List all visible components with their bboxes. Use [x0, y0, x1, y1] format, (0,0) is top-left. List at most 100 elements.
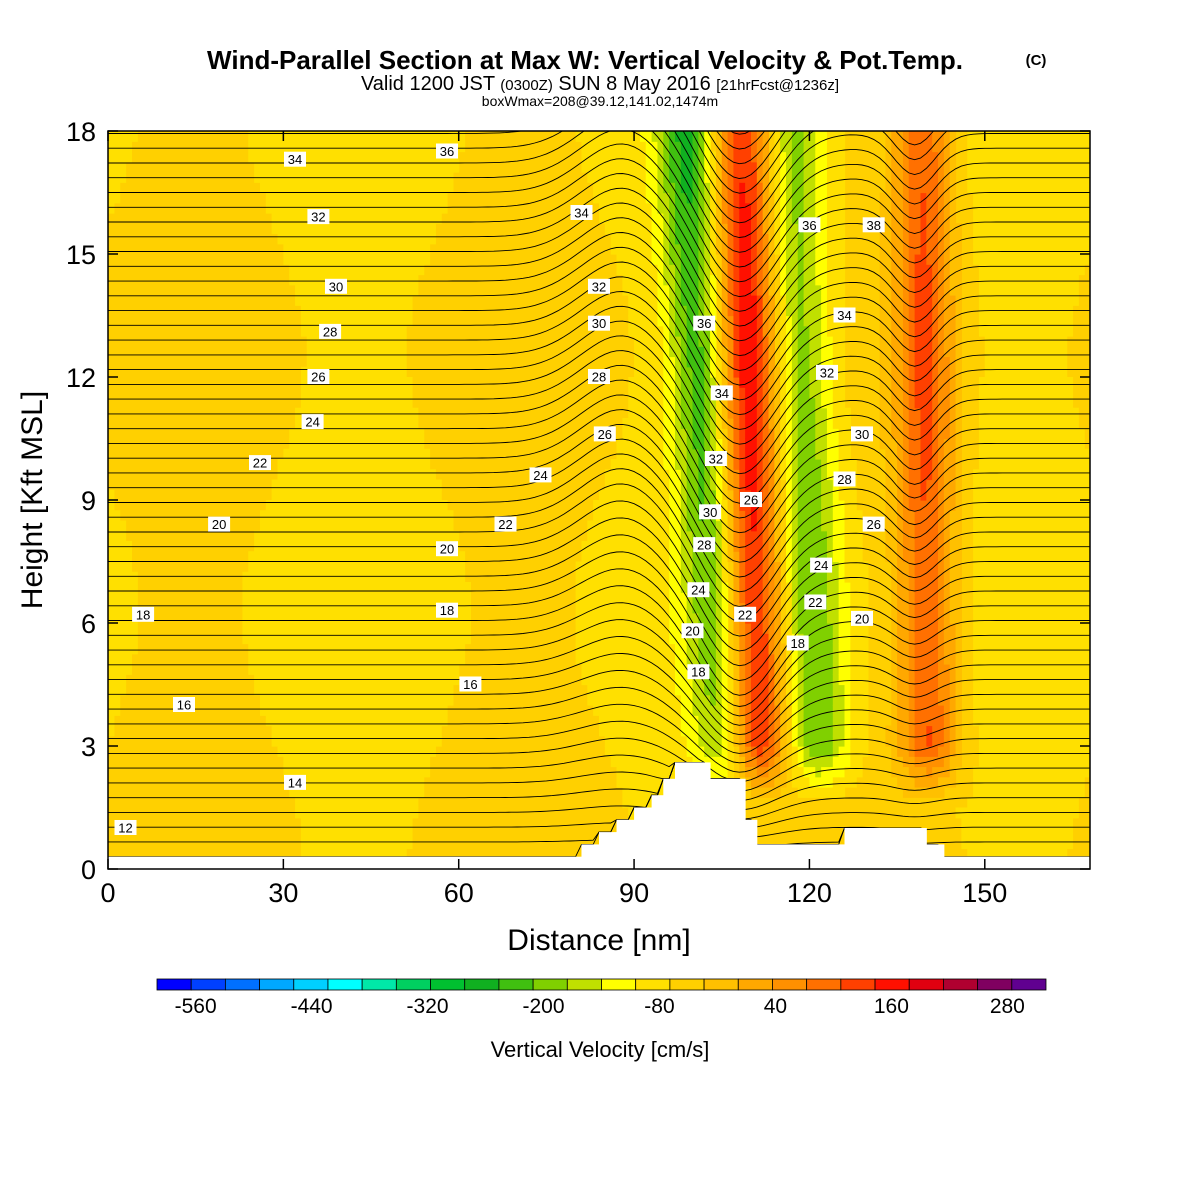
velocity-cell	[300, 582, 308, 593]
velocity-cell	[768, 346, 775, 358]
velocity-cell	[821, 387, 828, 399]
velocity-cell	[277, 192, 284, 204]
velocity-cell	[715, 520, 723, 532]
velocity-cell	[657, 377, 664, 388]
velocity-cell	[692, 684, 699, 696]
velocity-cell	[376, 233, 384, 245]
velocity-cell	[593, 643, 600, 655]
velocity-cell	[639, 643, 647, 655]
velocity-cell	[359, 551, 366, 563]
velocity-cell	[663, 530, 670, 542]
velocity-cell	[347, 356, 355, 368]
velocity-cell	[306, 243, 314, 255]
velocity-cell	[394, 243, 401, 255]
velocity-cell	[306, 500, 314, 511]
velocity-cell	[739, 694, 746, 706]
velocity-cell	[406, 397, 413, 409]
velocity-cell	[359, 479, 366, 491]
velocity-cell	[300, 500, 308, 511]
velocity-cell	[634, 735, 641, 747]
velocity-cell	[745, 387, 752, 399]
velocity-cell	[371, 459, 378, 470]
velocity-cell	[733, 715, 740, 727]
velocity-cell	[125, 612, 132, 624]
velocity-cell	[411, 141, 419, 153]
velocity-cell	[610, 664, 618, 675]
velocity-cell	[312, 233, 320, 245]
velocity-cell	[750, 438, 758, 450]
velocity-cell	[406, 694, 413, 706]
velocity-cell	[791, 756, 799, 768]
velocity-cell	[686, 705, 694, 716]
velocity-cell	[850, 776, 857, 788]
velocity-cell	[821, 694, 828, 706]
velocity-cell	[318, 848, 325, 860]
velocity-cell	[581, 653, 588, 665]
velocity-cell	[610, 623, 618, 634]
velocity-cell	[686, 233, 694, 245]
velocity-cell	[645, 182, 653, 194]
velocity-cell	[341, 233, 349, 245]
velocity-cell	[371, 807, 378, 819]
velocity-cell	[826, 633, 834, 645]
velocity-cell	[447, 520, 454, 532]
velocity-cell	[429, 602, 436, 614]
velocity-cell	[318, 336, 325, 347]
velocity-cell	[721, 284, 729, 296]
velocity-cell	[622, 653, 629, 665]
velocity-cell	[750, 192, 758, 204]
velocity-cell	[388, 151, 396, 163]
velocity-cell	[780, 653, 787, 665]
velocity-cell	[692, 397, 699, 409]
velocity-cell	[265, 561, 273, 573]
velocity-cell	[406, 664, 413, 675]
velocity-cell	[791, 684, 799, 696]
velocity-cell	[634, 356, 641, 368]
velocity-cell	[733, 479, 740, 491]
velocity-cell	[581, 561, 588, 573]
velocity-cell	[330, 213, 337, 224]
velocity-cell	[312, 653, 320, 665]
velocity-cell	[324, 725, 331, 737]
velocity-cell	[593, 500, 600, 511]
velocity-cell	[353, 407, 360, 419]
velocity-cell	[856, 530, 863, 542]
velocity-cell	[634, 151, 641, 163]
velocity-cell	[698, 182, 705, 194]
velocity-cell	[774, 725, 781, 737]
velocity-cell	[330, 161, 337, 173]
velocity-cell	[306, 151, 314, 163]
velocity-cell	[821, 233, 828, 245]
velocity-cell	[125, 151, 132, 163]
velocity-cell	[733, 325, 740, 337]
velocity-cell	[762, 233, 770, 245]
velocity-cell	[271, 192, 279, 204]
velocity-cell	[406, 479, 413, 491]
velocity-cell	[768, 459, 775, 470]
velocity-cell	[628, 131, 635, 142]
velocity-cell	[324, 551, 331, 563]
velocity-cell	[610, 161, 618, 173]
velocity-cell	[429, 233, 436, 245]
velocity-cell	[686, 684, 694, 696]
velocity-cell	[341, 828, 349, 839]
velocity-cell	[710, 469, 717, 481]
velocity-cell	[721, 735, 729, 747]
velocity-cell	[639, 336, 647, 347]
velocity-cell	[674, 192, 682, 204]
velocity-cell	[371, 469, 378, 481]
velocity-cell	[791, 151, 799, 163]
velocity-cell	[365, 151, 372, 163]
velocity-cell	[318, 356, 325, 368]
velocity-cell	[452, 561, 460, 573]
velocity-cell	[394, 725, 401, 737]
velocity-cell	[330, 202, 337, 214]
velocity-cell	[388, 838, 396, 850]
velocity-cell	[710, 295, 717, 306]
velocity-cell	[371, 530, 378, 542]
velocity-cell	[411, 612, 419, 624]
velocity-cell	[639, 202, 647, 214]
velocity-cell	[745, 182, 752, 194]
velocity-cell	[376, 623, 384, 634]
velocity-cell	[429, 551, 436, 563]
